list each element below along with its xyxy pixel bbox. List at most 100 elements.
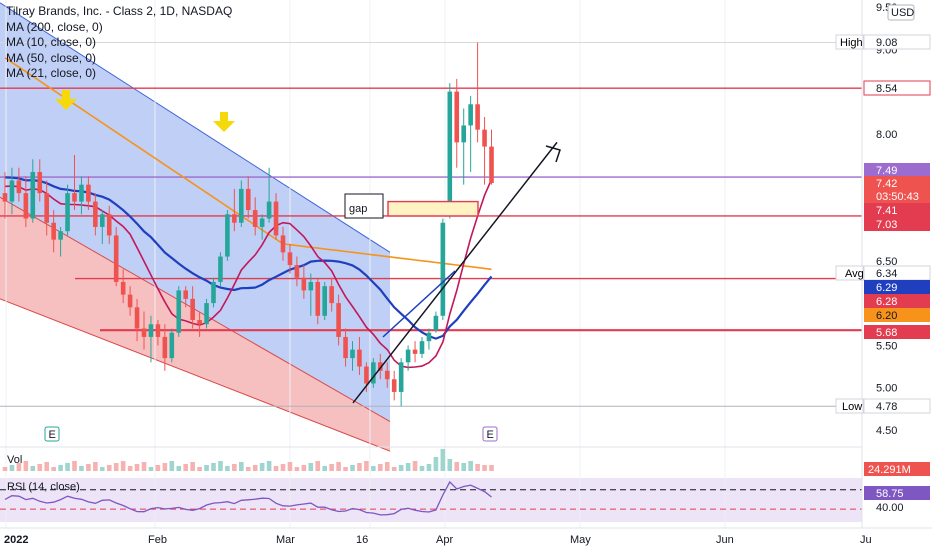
candle-body [315,281,321,316]
candle-body [232,214,237,223]
volume-bar [148,467,154,471]
candle-body [155,324,161,337]
candle-body [405,349,411,363]
volume-bar [482,465,487,471]
legend-ma21[interactable]: MA (21, close, 0) [6,66,97,80]
price-tag-value: 7.03 [876,219,897,231]
time-tick-label: Mar [276,534,295,546]
volume-bar [113,463,119,471]
candle-body [245,188,251,211]
volume-bar [252,465,258,471]
price-tag-value: 6.34 [876,268,897,280]
legend-ma200[interactable]: MA (200, close, 0) [6,19,103,34]
volume-bar [412,461,418,471]
volume-bar [405,463,411,471]
price-tag-3 [864,176,930,190]
candle-body [106,214,112,236]
legend-title[interactable]: Tilray Brands, Inc. - Class 2, 1D, NASDA… [6,4,233,18]
currency-label: USD [891,7,914,19]
price-tick-label: 5.00 [876,383,897,395]
candle-body [294,265,300,278]
price-tag-5 [864,203,930,217]
candle-body [93,201,98,227]
arrow-head-icon [545,145,561,163]
price-tag-value: 5.68 [876,327,897,339]
candle-body [58,231,63,240]
volume-bar [106,465,112,471]
candle-body [308,281,314,291]
horizontal-levels [0,42,862,407]
volume-bar [127,466,133,471]
volume-bar [44,462,49,471]
volume-bar [454,462,460,471]
volume-bar [9,465,15,471]
candle-body [384,370,390,380]
price-tag-value: 03:50:43 [876,191,919,203]
upper-channel [0,2,390,422]
volume-bar [58,465,63,471]
earnings-marker-2 [482,426,498,442]
volume-bar [357,463,362,471]
volume-bar [273,466,279,471]
candle-body [287,252,293,266]
volume-bar [329,464,334,471]
price-tag-9 [864,294,930,308]
candle-body [252,210,258,227]
chart-legend: Tilray Brands, Inc. - Class 2, 1D, NASDA… [6,4,232,82]
volume-bar [391,467,397,471]
price-tag-label-box [835,265,864,281]
price-tag-2 [864,163,930,177]
candle-body [204,303,209,325]
candle-body [343,336,348,359]
volume-bar [30,466,36,471]
volume-bar [350,465,355,471]
candle-body [30,171,36,219]
price-tag-0 [863,34,931,50]
legend-ma10[interactable]: MA (10, close, 0) [6,35,97,49]
time-tick-label: Jun [716,534,734,546]
volume-bar [51,467,56,471]
candle-body [79,184,84,202]
volume-pane: Vol [0,446,862,471]
candle-body [23,193,29,219]
legend-ma50[interactable]: MA (50, close, 0) [6,50,97,65]
candle-body [162,336,168,359]
price-tick-label: 5.50 [876,340,897,352]
candle-body [113,235,119,282]
candle-body [280,235,286,253]
volume-bar [218,461,223,471]
volume-bar [100,467,105,471]
candle-body [489,146,494,183]
price-tag-8 [864,280,930,294]
candle-body [461,125,466,143]
volume-bar [489,465,494,471]
candle-body [225,214,230,257]
price-tick-label: 8.00 [876,129,897,141]
price-tag-label-box [835,34,864,50]
candle-body [433,315,439,331]
volume-bar [79,466,84,471]
candle-body [239,188,244,223]
candle-body [350,349,355,359]
volume-bar [384,462,390,471]
channel-mid-line [0,196,391,422]
rsi-line [4,480,492,516]
candle-body [37,171,43,194]
volume-bar [371,466,376,471]
volume-value: 24.291M [868,464,911,476]
candle-body [176,290,182,333]
candle-body [371,362,376,384]
volume-bar [23,461,29,471]
price-tag-1 [863,80,931,96]
price-tag-value: 7.42 [876,178,897,190]
volume-bar [259,463,265,471]
candle-body [72,193,77,202]
volume-bar [468,461,473,471]
earnings-marker-label: E [487,429,494,441]
candle-body [197,320,202,325]
volume-bar [190,462,195,471]
candle-body [440,222,446,316]
candle-body [211,281,216,304]
volume-bar [433,457,439,471]
